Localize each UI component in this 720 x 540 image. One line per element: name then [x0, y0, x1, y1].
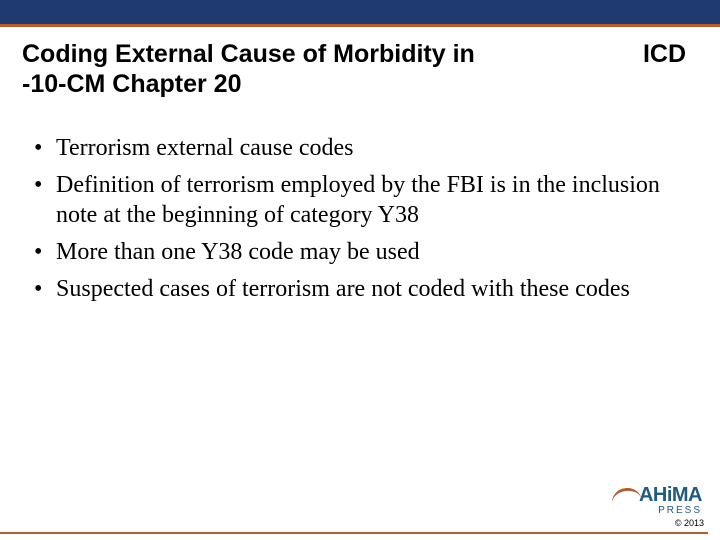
- footer: AHiMA PRESS © 2013: [0, 484, 720, 540]
- title-line-2: -10-CM Chapter 20: [22, 69, 475, 99]
- title-row: Coding External Cause of Morbidity in -1…: [0, 27, 720, 99]
- bullet-text: Suspected cases of terrorism are not cod…: [56, 274, 686, 305]
- slide: Coding External Cause of Morbidity in -1…: [0, 0, 720, 540]
- bullet-item: •More than one Y38 code may be used: [34, 237, 686, 268]
- bullet-dot-icon: •: [34, 133, 56, 164]
- footer-accent-rule: [0, 532, 708, 534]
- body: •Terrorism external cause codes•Definiti…: [0, 99, 720, 540]
- slide-title-left: Coding External Cause of Morbidity in -1…: [22, 39, 475, 99]
- bullet-item: •Definition of terrorism employed by the…: [34, 170, 686, 231]
- bullet-text: More than one Y38 code may be used: [56, 237, 686, 268]
- bullet-dot-icon: •: [34, 170, 56, 201]
- slide-title-right: ICD: [643, 39, 686, 69]
- logo: AHiMA: [615, 484, 702, 507]
- bullet-item: •Suspected cases of terrorism are not co…: [34, 274, 686, 305]
- bullet-dot-icon: •: [34, 237, 56, 268]
- copyright-text: © 2013: [0, 518, 708, 528]
- bullet-text: Definition of terrorism employed by the …: [56, 170, 686, 231]
- title-line-1: Coding External Cause of Morbidity in: [22, 39, 475, 69]
- logo-swoosh-icon: [615, 485, 637, 507]
- bullet-text: Terrorism external cause codes: [56, 133, 686, 164]
- top-bar: [0, 0, 720, 24]
- logo-block: AHiMA PRESS: [615, 484, 702, 516]
- bullet-dot-icon: •: [34, 274, 56, 305]
- logo-subtext: PRESS: [615, 505, 702, 516]
- logo-wrap: AHiMA PRESS: [0, 484, 708, 516]
- bullet-item: •Terrorism external cause codes: [34, 133, 686, 164]
- logo-text: AHiMA: [639, 484, 702, 507]
- bullet-list: •Terrorism external cause codes•Definiti…: [34, 133, 686, 305]
